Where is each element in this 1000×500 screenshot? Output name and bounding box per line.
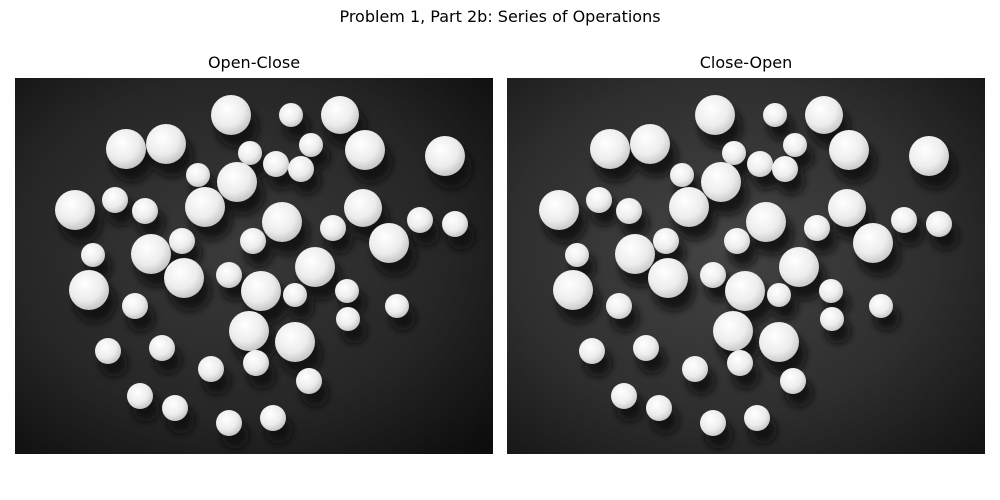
panel-title-close-open: Close-Open	[699, 53, 793, 72]
figure-suptitle: Problem 1, Part 2b: Series of Operations	[339, 7, 661, 26]
open-close-image	[15, 78, 493, 454]
panel-title-open-close: Open-Close	[207, 53, 301, 72]
close-open-image	[507, 78, 985, 454]
